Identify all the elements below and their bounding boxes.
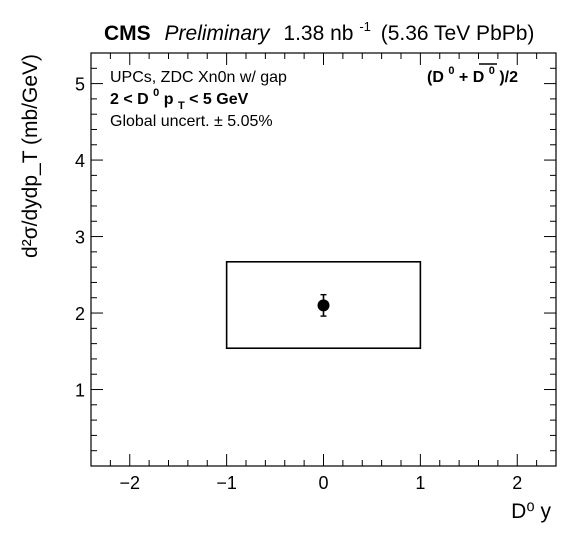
y-tick-label-0: 1 [75, 381, 85, 401]
data-point-0 [317, 299, 330, 312]
y-tick-label-4: 5 [75, 75, 85, 95]
pt-range-suffix: < 5 GeV [189, 91, 248, 108]
y-axis-tick-labels: 1 2 3 4 5 [75, 75, 85, 401]
lumi-exponent: -1 [359, 19, 371, 34]
species-open: (D [427, 69, 444, 86]
experiment-label: CMS [104, 22, 151, 45]
y-tick-label-1: 2 [75, 304, 85, 324]
species-close: )/2 [499, 69, 518, 86]
status-label: Preliminary [165, 22, 272, 45]
selection-label: UPCs, ZDC Xn0n w/ gap [110, 69, 287, 86]
chart-header: CMS Preliminary 1.38 nb -1 (5.36 TeV PbP… [104, 13, 534, 45]
species-label: (D 0 + D 0 )/2 [427, 61, 518, 86]
x-tick-label-3: 1 [415, 473, 425, 493]
species-plus: + [459, 69, 473, 86]
data-layer [225, 260, 422, 350]
lumi-value: 1.38 nb [283, 22, 353, 45]
species-sup2: 0 [489, 65, 495, 77]
y-tick-label-3: 4 [75, 151, 85, 171]
pt-range-prefix: 2 < D [110, 91, 149, 108]
pt-range-sub: T [178, 100, 185, 112]
species-bar-d: D [473, 69, 485, 86]
pt-range-mid: p [164, 91, 174, 108]
x-axis-tick-labels: −2 −1 0 1 2 [119, 473, 522, 493]
x-axis-ticks [109, 53, 557, 466]
y-tick-label-2: 3 [75, 228, 85, 248]
x-axis-title: D⁰ y [511, 500, 551, 523]
y-axis-title: d²σ/dydp_T (mb/GeV) [19, 54, 42, 258]
species-sup1: 0 [448, 65, 454, 77]
system-label: (5.36 TeV PbPb) [381, 22, 535, 45]
pt-range-sup: 0 [153, 87, 159, 99]
x-tick-label-2: 0 [318, 473, 328, 493]
x-tick-label-0: −2 [119, 473, 140, 493]
systematic-box-0 [225, 260, 422, 350]
y-axis-ticks [91, 52, 556, 452]
pt-range-label: 2 < D 0 p T < 5 GeV [110, 83, 249, 113]
x-tick-label-4: 2 [512, 473, 522, 493]
global-uncertainty-label: Global uncert. ± 5.05% [110, 113, 273, 130]
x-tick-label-1: −1 [216, 473, 237, 493]
